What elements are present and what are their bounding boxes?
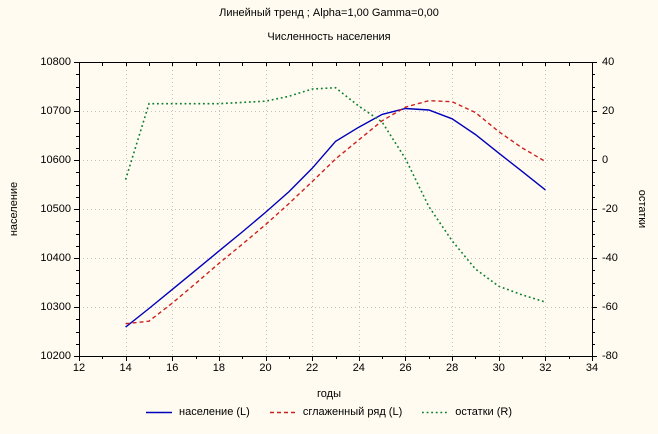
legend-line-sample xyxy=(422,411,449,413)
left-axis-tick-label: 10200 xyxy=(40,350,71,362)
chart-subtitle: Численность населения xyxy=(267,31,391,43)
legend: население (L) сглаженный ряд (L) остатки (… xyxy=(0,406,658,418)
right-axis-tick-label: 40 xyxy=(602,56,615,68)
left-axis-tick-label: 10500 xyxy=(40,203,71,215)
x-axis-tick-label: 34 xyxy=(585,362,599,374)
right-axis-tick-label: -40 xyxy=(602,252,618,264)
legend-line-sample xyxy=(146,411,172,413)
x-axis-tick-label: 22 xyxy=(306,362,319,374)
right-axis-tick-label: -80 xyxy=(602,350,618,362)
left-axis-tick-label: 10300 xyxy=(40,301,71,313)
right-axis-tick-label: 20 xyxy=(602,105,615,117)
x-axis-tick-label: 14 xyxy=(119,362,132,374)
legend-item-2: остатки (R) xyxy=(422,406,512,418)
legend-item-0: население (L) xyxy=(146,406,250,418)
x-axis-tick-label: 24 xyxy=(352,362,365,374)
legend-label: сглаженный ряд (L) xyxy=(302,406,403,418)
x-axis-tick-label: 20 xyxy=(259,362,272,374)
legend-label: остатки (R) xyxy=(455,406,512,418)
x-axis-tick-label: 26 xyxy=(399,362,412,374)
right-axis-tick-label: -60 xyxy=(602,301,618,313)
x-axis-tick-label: 32 xyxy=(539,362,552,374)
x-axis-tick-label: 12 xyxy=(72,362,86,374)
series-line-0 xyxy=(125,107,546,328)
x-axis-tick-label: 18 xyxy=(212,362,226,374)
x-axis-tick-label: 16 xyxy=(166,362,179,374)
left-axis-tick-label: 10800 xyxy=(40,56,71,68)
left-axis-tick-label: 10600 xyxy=(40,154,71,166)
x-axis-title: годы xyxy=(317,388,341,400)
left-axis-tick-label: 10700 xyxy=(40,105,71,117)
series-line-2 xyxy=(124,86,546,303)
x-axis-tick-label: 28 xyxy=(445,362,459,374)
series-line-1 xyxy=(125,99,546,325)
x-axis-tick-label: 30 xyxy=(492,362,505,374)
legend-label: население (L) xyxy=(179,406,250,418)
right-axis-tick-label: -20 xyxy=(602,203,618,215)
chart-title: Линейный тренд ; Alpha=1,00 Gamma=0,00 xyxy=(219,7,439,19)
legend-line-sample xyxy=(269,411,296,413)
right-axis-tick-label: 0 xyxy=(602,154,609,166)
left-axis-tick-label: 10400 xyxy=(40,252,71,264)
legend-item-1: сглаженный ряд (L) xyxy=(269,406,403,418)
